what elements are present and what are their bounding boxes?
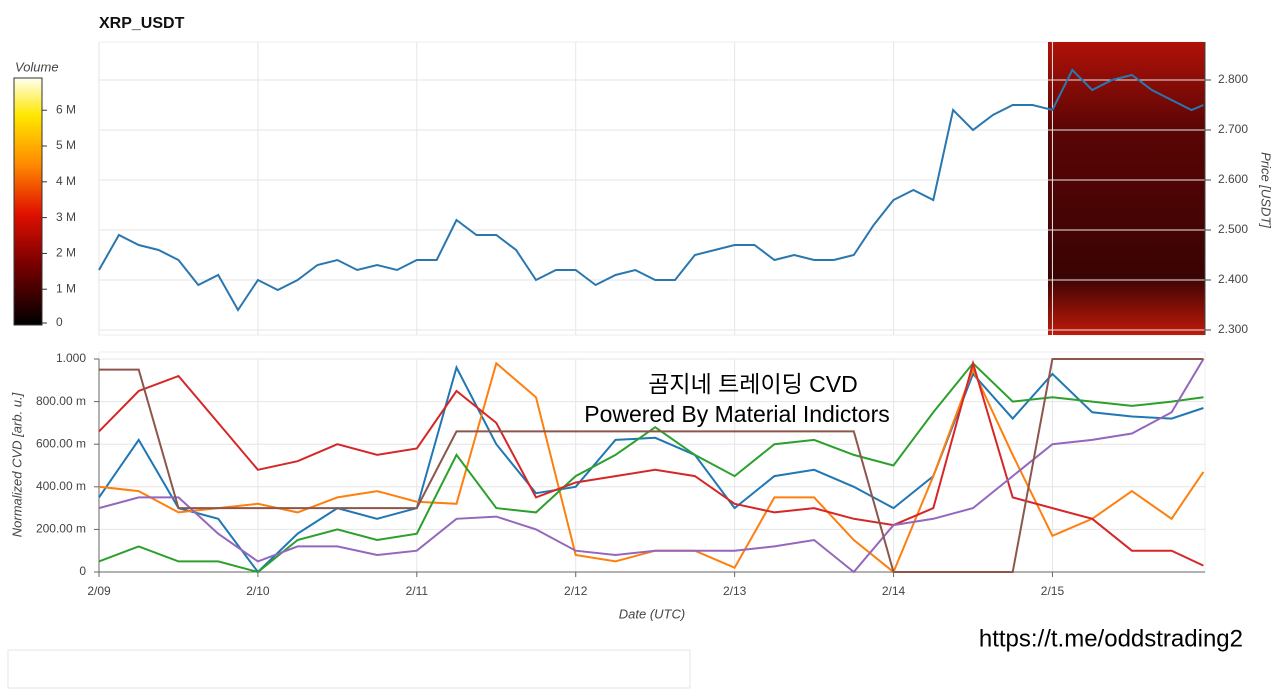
y-tick-label: 800.00 m xyxy=(36,394,86,408)
y-tick-label: 2.300 xyxy=(1218,322,1248,336)
colorbar xyxy=(13,77,43,326)
y-tick-label: 600.00 m xyxy=(36,436,86,450)
colorbar-tick-label: 2 M xyxy=(56,246,76,260)
annotation: 곰지네 트레이딩 CVD xyxy=(648,371,857,397)
colorbar-tick-label: 4 M xyxy=(56,174,76,188)
annotation: Powered By Material Indictors xyxy=(584,401,890,427)
legend xyxy=(7,649,691,689)
heatmap xyxy=(1048,42,1205,335)
x-tick-label: 2/09 xyxy=(87,584,111,598)
colorbar-tick-label: 6 M xyxy=(56,102,76,116)
x-tick-label: 2/10 xyxy=(246,584,270,598)
x-tick-label: 2/15 xyxy=(1041,584,1065,598)
y-tick-label: 2.400 xyxy=(1218,272,1248,286)
series-line xyxy=(98,364,1204,574)
y-tick-label: 400.00 m xyxy=(36,479,86,493)
y-tick-label: 2.700 xyxy=(1218,122,1248,136)
chart-title: XRP_USDT xyxy=(99,15,185,32)
x-tick-label: 2/13 xyxy=(723,584,747,598)
colorbar-tick-label: 0 xyxy=(56,315,63,329)
y-tick-label: 2.600 xyxy=(1218,172,1248,186)
colorbar-tick-label: 1 M xyxy=(56,281,76,295)
x-axis-title: Date (UTC) xyxy=(619,606,685,621)
series-line xyxy=(98,68,1204,312)
y-tick-label: 0 xyxy=(79,564,86,578)
y-axis-title: Price [USDT] xyxy=(1259,152,1274,228)
x-tick-label: 2/12 xyxy=(564,584,588,598)
y-tick-label: 2.500 xyxy=(1218,222,1248,236)
plot-frame xyxy=(98,41,1206,336)
y-tick-label: 1.000 xyxy=(56,351,86,365)
colorbar-tick-label: 5 M xyxy=(56,138,76,152)
y-tick-label: 200.00 m xyxy=(36,522,86,536)
x-tick-label: 2/11 xyxy=(406,584,429,598)
y-tick-label: 2.800 xyxy=(1218,72,1248,86)
y-axis-title: Normalized CVD [arb. u.] xyxy=(9,392,24,537)
series-line xyxy=(99,358,1204,573)
series-line xyxy=(98,358,1205,574)
x-tick-label: 2/14 xyxy=(882,584,906,598)
colorbar-label: Volume xyxy=(15,59,59,74)
colorbar-tick-label: 3 M xyxy=(56,210,76,224)
watermark: https://t.me/oddstrading2 xyxy=(979,625,1243,652)
